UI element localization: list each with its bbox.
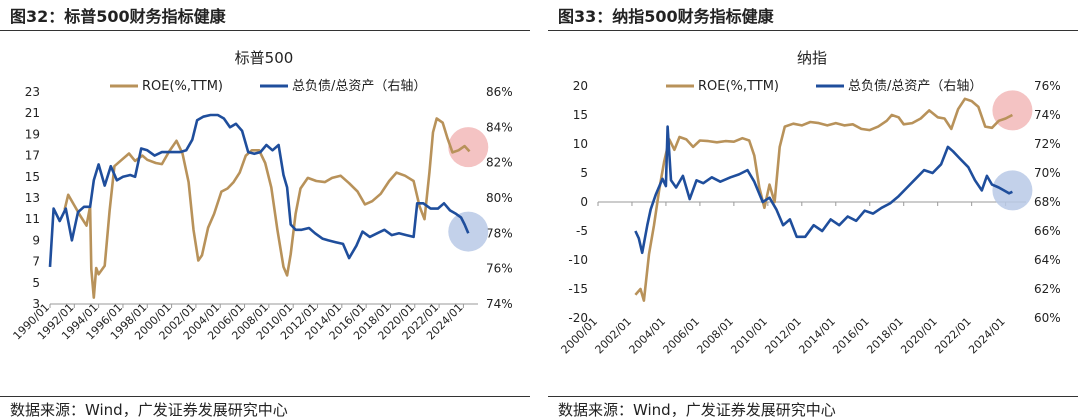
y-right-tick-label: 80%: [486, 191, 513, 205]
y-right-tick-label: 70%: [1034, 166, 1061, 180]
x-tick-label: 2012/01: [762, 315, 804, 357]
y-left-tick-label: 3: [32, 297, 40, 311]
x-tick-label: 2020/01: [898, 315, 940, 357]
y-left-tick-label: -20: [568, 311, 588, 325]
y-right-tick-label: 76%: [486, 262, 513, 276]
y-left-tick-label: 11: [25, 212, 40, 226]
highlight-circle: [992, 90, 1033, 131]
y-left-tick-label: 7: [32, 255, 40, 269]
y-left-tick-label: 19: [25, 127, 40, 141]
y-left-tick-label: 13: [25, 191, 40, 205]
chart-title: 纳指: [797, 49, 827, 67]
y-right-tick-label: 74%: [486, 297, 513, 311]
bottom-rule: [548, 396, 1078, 397]
y-right-tick-label: 72%: [1034, 137, 1061, 151]
x-tick-label: 2014/01: [796, 315, 838, 357]
x-tick-label: 2004/01: [627, 315, 669, 357]
y-left-tick-label: 17: [25, 149, 40, 163]
roe-series-line: [634, 97, 1013, 302]
y-left-tick-label: 15: [25, 170, 40, 184]
highlight-circle: [448, 127, 489, 168]
x-tick-label: 2018/01: [864, 315, 906, 357]
y-right-tick-label: 74%: [1034, 108, 1061, 122]
y-right-tick-label: 78%: [486, 226, 513, 240]
x-tick-label: 2008/01: [694, 315, 736, 357]
y-left-tick-label: -15: [568, 282, 588, 296]
x-tick-label: 2002/01: [593, 315, 635, 357]
figure-title: 图32：标普500财务指标健康: [10, 7, 226, 26]
source-note: 数据来源：Wind，广发证券发展研究中心: [10, 401, 288, 419]
legend-label: 总负债/总资产（右轴）: [292, 79, 426, 94]
sp500-chart: 标普500 3 5 7 9 11 13 15 17 19 21 23 74% 76% 78% 80% 82% 84…: [11, 49, 513, 342]
y-left-tick-label: 5: [580, 166, 588, 180]
x-tick-label: 2010/01: [728, 315, 770, 357]
chart-title: 标普500: [235, 49, 294, 67]
y-left-tick-label: 23: [25, 85, 40, 99]
y-right-tick-label: 86%: [486, 85, 513, 99]
y-right-tick-label: 84%: [486, 120, 513, 134]
y-left-tick-label: 10: [573, 137, 588, 151]
y-left-tick-label: 0: [580, 195, 588, 209]
y-right-tick-label: 64%: [1034, 253, 1061, 267]
y-left-tick-label: -10: [568, 253, 588, 267]
top-rule: [0, 30, 530, 31]
y-left-tick-label: 9: [32, 233, 40, 247]
figure-panel-sp500: 图32：标普500财务指标健康 标普500 3 5 7 9 11 13 15 17 19 21 23 7…: [0, 0, 530, 420]
y-left-tick-label: 20: [573, 79, 588, 93]
x-tick-label: 2022/01: [932, 315, 974, 357]
legend-label: ROE(%,TTM): [142, 79, 223, 94]
y-right-tick-label: 68%: [1034, 195, 1061, 209]
bottom-rule: [0, 396, 530, 397]
x-tick-label: 2006/01: [661, 315, 703, 357]
legend-label: 总负债/总资产（右轴）: [848, 79, 982, 94]
y-left-tick-label: 5: [32, 276, 40, 290]
y-left-tick-label: 21: [25, 106, 40, 120]
y-right-tick-label: 76%: [1034, 79, 1061, 93]
y-right-tick-label: 60%: [1034, 311, 1061, 325]
figure-title: 图33：纳指500财务指标健康: [558, 7, 774, 26]
y-right-tick-label: 82%: [486, 156, 513, 170]
figure-panel-nasdaq: 图33：纳指500财务指标健康 纳指 -20 -15 -10 -5 0 5 10 15 20 60%…: [548, 0, 1078, 420]
liability-ratio-series-line: [48, 113, 470, 267]
source-note: 数据来源：Wind，广发证券发展研究中心: [558, 401, 836, 419]
x-tick-label: 2024/01: [966, 315, 1008, 357]
x-tick-label: 2016/01: [830, 315, 872, 357]
nasdaq-chart: 纳指 -20 -15 -10 -5 0 5 10 15 20 60% 62% 64% 66% 68% 70% 7…: [559, 49, 1061, 357]
top-rule: [548, 30, 1078, 31]
y-right-tick-label: 66%: [1034, 224, 1061, 238]
y-left-tick-label: -5: [576, 224, 588, 238]
roe-series-line: [63, 117, 471, 299]
liability-ratio-series-line: [634, 125, 1013, 255]
highlight-circle: [992, 170, 1033, 211]
legend-label: ROE(%,TTM): [698, 79, 779, 94]
y-right-tick-label: 62%: [1034, 282, 1061, 296]
y-left-tick-label: 15: [573, 108, 588, 122]
